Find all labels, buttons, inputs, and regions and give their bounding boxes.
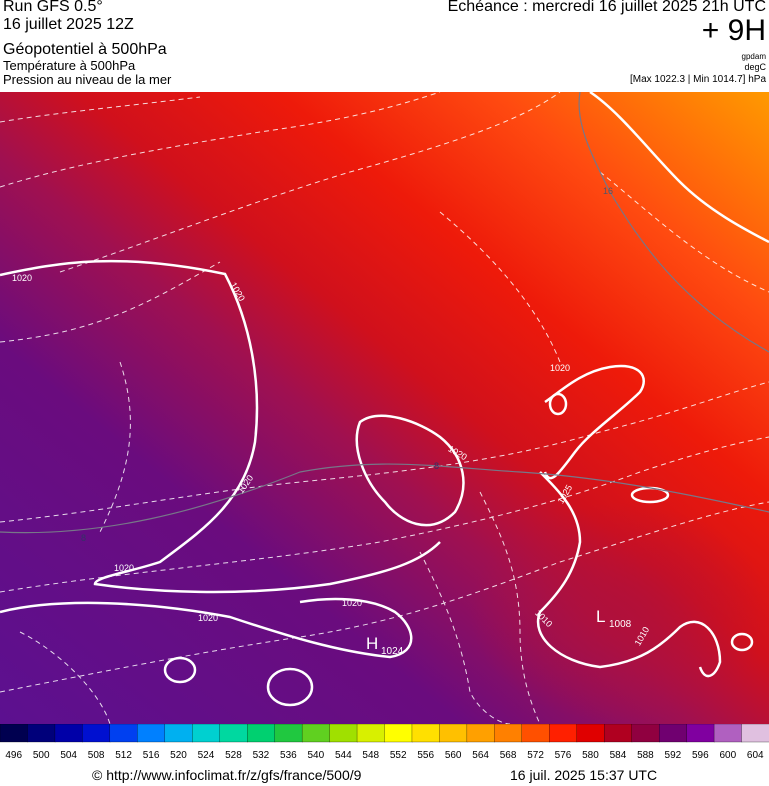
source: © http://www.infoclimat.fr/z/gfs/france/… (92, 767, 362, 783)
colorbar: 496 500 504 508 512 516 520 524 528 532 536 540 544 5… (0, 724, 769, 761)
colorbar-label: 524 (198, 750, 215, 761)
range: [Max 1022.3 | Min 1014.7] hPa (629, 74, 766, 85)
layer: Température à 500hPa (3, 58, 136, 73)
unit: degC (744, 62, 766, 72)
colorbar-label: 548 (362, 750, 379, 761)
swatch (466, 724, 496, 743)
colorbar-label: 588 (637, 750, 654, 761)
contour-label: 8 (81, 533, 86, 543)
colorbar-label: 500 (33, 750, 50, 761)
map: 1020 1020 1020 1020 1020 1020 1020 1020 … (0, 92, 769, 724)
contour-label: 1020 (12, 273, 32, 283)
colorbar-label: 496 (5, 750, 22, 761)
lead-time: + 9H (701, 14, 766, 47)
colorbar-label: 584 (610, 750, 627, 761)
contour-label: 1020 (198, 613, 218, 623)
colorbar-label: 512 (115, 750, 132, 761)
swatch (329, 724, 358, 743)
contour-label: 16 (603, 186, 613, 196)
swatch (494, 724, 523, 743)
colorbar-label: 600 (719, 750, 736, 761)
layer: Pression au niveau de la mer (3, 72, 172, 87)
run-date: 16 juillet 2025 12Z (3, 16, 134, 33)
height-contours (0, 92, 769, 724)
unit: gpdam (741, 52, 766, 61)
contour-label: 1020 (342, 598, 362, 608)
colorbar-label: 540 (307, 750, 324, 761)
swatch (604, 724, 633, 743)
colorbar-label: 532 (253, 750, 270, 761)
swatch (54, 724, 84, 743)
contour-label: 1020 (550, 363, 570, 373)
colorbar-label: 596 (692, 750, 709, 761)
swatch (164, 724, 193, 743)
swatch (109, 724, 138, 743)
colorbar-label: 576 (555, 750, 572, 761)
contour-label: 1020 (114, 563, 134, 573)
swatch (356, 724, 386, 743)
colorbar-label: 552 (390, 750, 407, 761)
swatch (192, 724, 221, 743)
isobars (0, 92, 769, 707)
swatch (521, 724, 550, 743)
colorbar-label: 592 (665, 750, 682, 761)
colorbar-label: 528 (225, 750, 242, 761)
swatch (301, 724, 331, 743)
high-value: 1024 (381, 646, 404, 657)
low-symbol: L (596, 607, 605, 626)
swatch (713, 724, 743, 743)
colorbar-label: 536 (280, 750, 297, 761)
isotherms (0, 92, 769, 534)
swatch (27, 724, 56, 743)
swatch (631, 724, 660, 743)
swatch (219, 724, 248, 743)
swatch (686, 724, 715, 743)
colorbar-label: 504 (60, 750, 77, 761)
swatch (411, 724, 441, 743)
colorbar-label: 560 (445, 750, 462, 761)
swatch (384, 724, 413, 743)
colorbar-label: 580 (582, 750, 599, 761)
colorbar-label: 568 (500, 750, 517, 761)
swatch (82, 724, 111, 743)
swatch (576, 724, 605, 743)
low-value: 1008 (609, 619, 632, 630)
contour-label: 8 (434, 461, 439, 471)
shade (470, 502, 769, 722)
swatch (274, 724, 303, 743)
product: Géopotentiel à 500hPa (3, 41, 167, 58)
colorbar-label: 572 (527, 750, 544, 761)
colorbar-label: 508 (88, 750, 105, 761)
colorbar-label: 604 (747, 750, 764, 761)
colorbar-label: 520 (170, 750, 187, 761)
colorbar-label: 544 (335, 750, 352, 761)
swatch (741, 724, 769, 743)
swatch (439, 724, 468, 743)
swatch (247, 724, 276, 743)
colorbar-label: 564 (472, 750, 489, 761)
high-symbol: H (366, 634, 378, 653)
swatch (0, 724, 29, 743)
swatch (549, 724, 578, 743)
colorbar-label: 556 (417, 750, 434, 761)
valid-time: Echéance : mercredi 16 juillet 2025 21h … (447, 0, 766, 15)
run-label: Run GFS 0.5° (3, 0, 103, 15)
timestamp: 16 juil. 2025 15:37 UTC (510, 767, 658, 783)
swatch (658, 724, 688, 743)
colorbar-label: 516 (143, 750, 160, 761)
swatch (137, 724, 166, 743)
